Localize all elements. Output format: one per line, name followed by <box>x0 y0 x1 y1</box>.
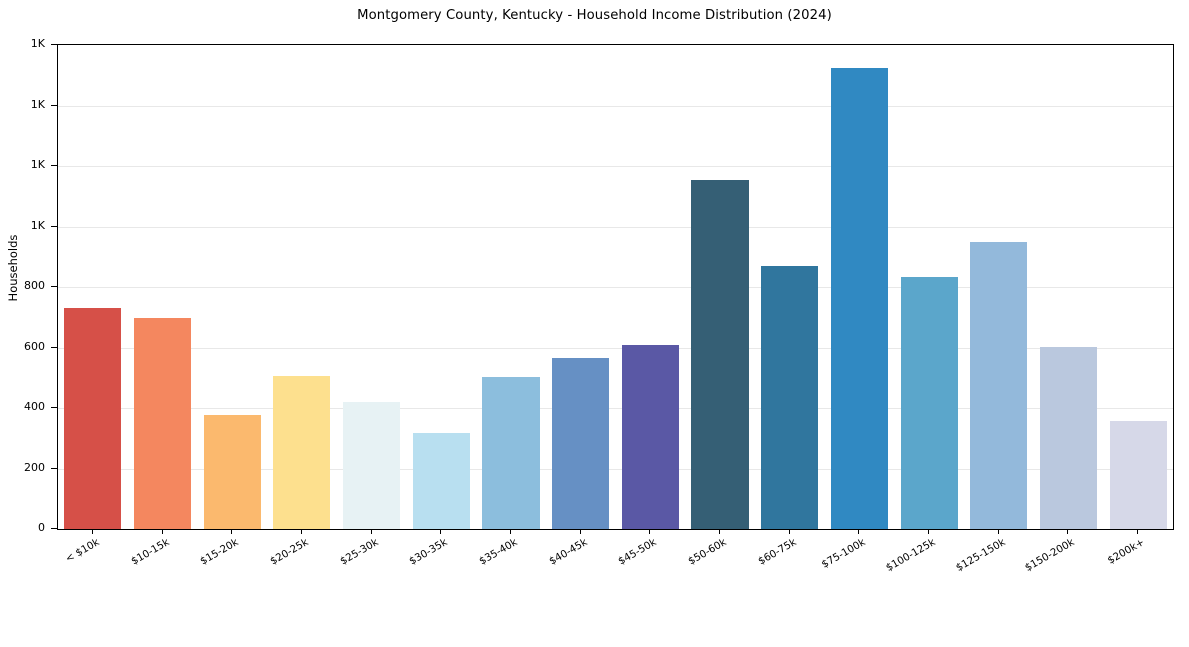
gridline <box>58 105 1173 107</box>
y-tick-label: 1K <box>30 218 45 232</box>
bar <box>412 433 470 529</box>
bar <box>830 68 888 529</box>
x-tick-mark <box>161 529 163 534</box>
y-tick-label: 400 <box>24 400 45 413</box>
plot-area <box>57 44 1174 530</box>
gridline <box>58 408 1173 409</box>
bars-container <box>58 45 1173 529</box>
y-tick-mark <box>51 165 57 166</box>
y-tick-mark <box>51 346 57 348</box>
x-tick-mark <box>928 529 930 534</box>
y-tick-mark <box>51 225 57 227</box>
y-tick-mark <box>51 467 57 469</box>
y-tick-mark <box>51 528 57 529</box>
x-tick-mark <box>719 529 721 534</box>
bar <box>900 276 958 529</box>
bar <box>203 414 261 529</box>
y-tick-mark <box>51 44 57 45</box>
x-tick-mark <box>997 529 999 534</box>
y-tick-label: 600 <box>24 339 45 353</box>
grid-lines <box>58 45 1173 529</box>
gridline <box>58 226 1173 228</box>
bar <box>482 376 540 529</box>
gridline <box>58 287 1173 288</box>
bar <box>691 179 749 529</box>
x-tick-mark <box>788 529 790 534</box>
bar <box>1109 421 1167 529</box>
x-tick-mark <box>579 529 581 534</box>
y-tick-mark <box>51 104 57 106</box>
gridline <box>58 468 1173 470</box>
x-tick-mark <box>91 529 93 534</box>
y-tick-label: 1K <box>30 158 45 171</box>
bar <box>761 266 819 529</box>
y-tick-label: 200 <box>24 460 45 474</box>
x-tick-mark <box>370 529 372 534</box>
gridline <box>58 347 1173 349</box>
bar <box>621 344 679 529</box>
x-tick-mark <box>1067 529 1069 534</box>
y-tick-label: 1K <box>30 37 45 50</box>
bar <box>133 318 192 529</box>
y-tick-mark <box>51 286 57 287</box>
bar <box>552 357 610 529</box>
bar <box>273 375 331 529</box>
y-axis: Households 0 200 400 600 800 1K 1K 1K 1K <box>0 0 57 590</box>
chart-figure: Montgomery County, Kentucky - Household … <box>0 0 1174 590</box>
x-tick-mark <box>858 529 860 534</box>
gridline <box>58 166 1173 167</box>
y-tick-mark <box>51 407 57 408</box>
x-tick-mark <box>649 529 651 534</box>
bar <box>64 307 122 529</box>
chart-title: Montgomery County, Kentucky - Household … <box>357 8 832 23</box>
bar <box>1039 346 1098 529</box>
x-tick-mark <box>440 529 442 534</box>
x-tick-mark <box>231 529 233 534</box>
y-tick-label: 0 <box>38 521 45 534</box>
bar <box>970 241 1028 529</box>
x-tick-mark <box>1137 529 1139 534</box>
x-tick-mark <box>300 529 302 534</box>
x-tick-mark <box>509 529 511 534</box>
bar <box>343 402 401 529</box>
y-tick-label: 800 <box>24 279 45 292</box>
y-axis-label: Households <box>6 234 20 302</box>
y-tick-label: 1K <box>30 97 45 111</box>
